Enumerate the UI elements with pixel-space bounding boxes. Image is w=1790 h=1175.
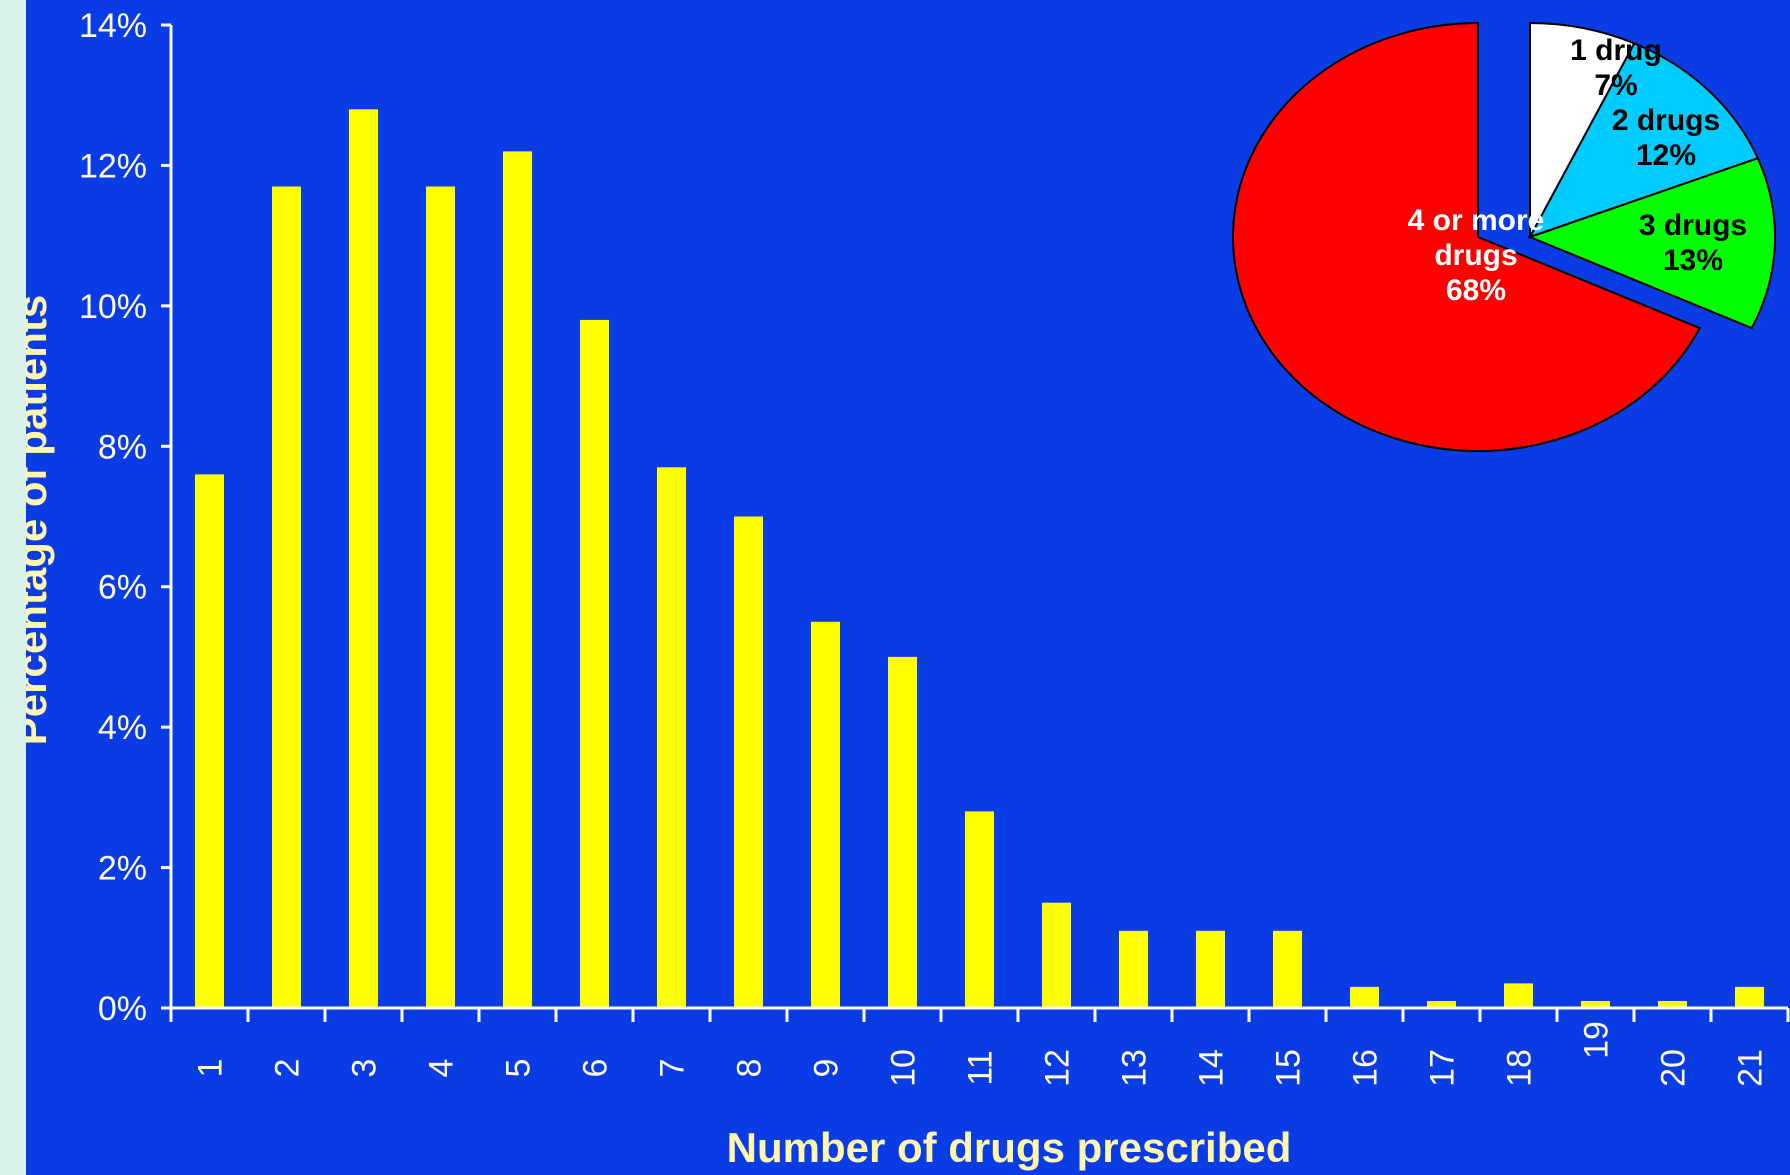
bar-5	[503, 151, 532, 1008]
y-tick-label: 12%	[79, 147, 147, 185]
bar-4	[426, 186, 455, 1008]
y-tick-label: 8%	[98, 428, 147, 466]
x-tick-label: 7	[654, 1059, 692, 1078]
y-tick-label: 10%	[79, 288, 147, 326]
axes	[161, 25, 1788, 1022]
x-tick-label: 12	[1039, 1049, 1077, 1087]
x-tick-label: 9	[808, 1059, 846, 1078]
x-tick-label: 2	[269, 1059, 307, 1078]
y-axis-ticks: 0% 2% 4% 6% 8% 10% 12% 14%	[79, 7, 171, 1028]
pie-label-4-or-more-drugs: 4 or more	[1408, 204, 1545, 237]
pie-slice-2-drugs	[1527, 42, 1760, 239]
bar-series	[195, 109, 1764, 1009]
bar-21	[1735, 986, 1764, 1008]
y-tick-label: 4%	[98, 709, 147, 747]
bar-19	[1581, 1001, 1610, 1008]
bar-10	[888, 656, 917, 1008]
x-tick-label: 18	[1501, 1049, 1539, 1087]
bar-12	[1042, 902, 1071, 1008]
x-tick-label: 20	[1655, 1049, 1693, 1087]
bar-11	[965, 811, 994, 1008]
y-tick-label: 14%	[79, 7, 147, 45]
bar-3	[349, 109, 378, 1009]
bar-16	[1350, 986, 1379, 1008]
pie-slice-1-drug	[1529, 21, 1636, 238]
x-tick-label: 17	[1424, 1049, 1462, 1087]
bar-6	[580, 319, 609, 1008]
x-tick-label: 5	[500, 1059, 538, 1078]
x-tick-label: 8	[731, 1059, 769, 1078]
y-tick-label: 2%	[98, 850, 147, 888]
x-tick-label: 19	[1578, 1021, 1616, 1059]
x-tick-label: 6	[577, 1059, 615, 1078]
pie-pct-3-drugs: 13%	[1663, 244, 1723, 277]
pie-pct-1-drug: 7%	[1594, 69, 1637, 102]
x-tick-label: 1	[192, 1059, 230, 1078]
bar-14	[1196, 930, 1225, 1008]
bar-20	[1658, 1001, 1687, 1008]
x-tick-label: 21	[1732, 1049, 1770, 1087]
pie-label-1-drug: 1 drug	[1570, 34, 1662, 67]
pie-pct-4-or-more-drugs: 68%	[1446, 274, 1506, 307]
pie-label-3-drugs: 3 drugs	[1639, 209, 1747, 242]
x-tick-label: 4	[423, 1059, 461, 1078]
pie-label-4-or-more-drugs: drugs	[1434, 239, 1517, 272]
chart-canvas: 0% 2% 4% 6% 8% 10% 12% 14% 1 2 3 4 5 6 7 8 9 10 11 12 13 14 1…	[26, 0, 1790, 1175]
bar-15	[1273, 930, 1302, 1008]
pie-pct-2-drugs: 12%	[1636, 139, 1696, 172]
x-axis-title: Number of drugs prescribed	[727, 1124, 1292, 1171]
bar-1	[195, 474, 224, 1008]
x-tick-label: 16	[1347, 1049, 1385, 1087]
pie-slice-4-or-more-drugs	[1232, 21, 1702, 452]
bar-9	[811, 621, 840, 1008]
chart-svg: 0%2%4%6%8%10%12%14% 1 2 3 4 5 6 7 8 9 10 11 12 13 14 1…	[26, 7, 1790, 1171]
x-tick-label: 13	[1116, 1049, 1154, 1087]
y-tick-label: 6%	[98, 569, 147, 607]
x-tick-label: 3	[346, 1059, 384, 1078]
y-axis-title: Percentage of patients	[26, 295, 55, 745]
bar-17	[1427, 1001, 1456, 1008]
pie-slice-3-drugs	[1527, 156, 1776, 330]
bar-8	[734, 516, 763, 1008]
x-tick-label: 11	[962, 1050, 1000, 1085]
bar-18	[1504, 983, 1533, 1008]
pie-label-2-drugs: 2 drugs	[1612, 104, 1720, 137]
y-tick-label: 0%	[98, 990, 147, 1028]
bar-2	[272, 186, 301, 1008]
bar-13	[1119, 930, 1148, 1008]
bar-7	[657, 467, 686, 1008]
x-tick-label: 15	[1270, 1049, 1308, 1087]
x-tick-label: 10	[885, 1049, 923, 1087]
x-tick-label: 14	[1193, 1049, 1231, 1087]
